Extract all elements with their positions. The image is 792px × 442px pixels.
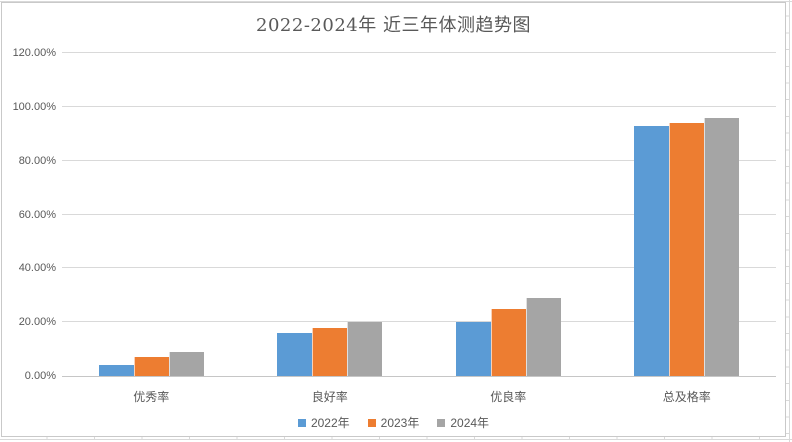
legend-marker-2023年	[367, 418, 376, 427]
legend[interactable]: 2022年 2023年 2024年	[2, 414, 785, 431]
gridline	[62, 267, 776, 269]
gridline	[62, 52, 776, 53]
y-axis-tick-label: 80.00%	[18, 154, 56, 167]
legend-item-2024年[interactable]: 2024年	[437, 414, 489, 431]
legend-marker-2024年	[437, 418, 446, 427]
y-axis-tick-label: 0.00%	[24, 370, 56, 382]
y-axis-tick-label: 120.00%	[12, 47, 56, 59]
sheet-gridline-right	[789, 0, 790, 442]
gridline	[62, 213, 776, 215]
y-axis-tick-label: 60.00%	[18, 208, 56, 221]
bar-2022年-优秀率[interactable]	[98, 365, 134, 376]
bar-2023年-总及格率[interactable]	[669, 122, 705, 376]
bar-2023年-良好率[interactable]	[312, 327, 348, 376]
legend-item-2022年[interactable]: 2022年	[297, 414, 350, 431]
bar-2024年-总及格率[interactable]	[704, 117, 740, 376]
legend-item-2023年[interactable]: 2023年	[367, 414, 420, 431]
chart-area[interactable]: 2022-2024年 近三年体测趋势图 0.00% 20.00% 40.00% 60.…	[1, 2, 786, 437]
y-axis-tick-label: 20.00%	[18, 316, 56, 329]
x-axis-category-label: 总及格率	[662, 390, 711, 404]
gridline	[62, 105, 776, 107]
sheet-gridline-right-ticks	[786, 0, 789, 442]
bar-2024年-优秀率[interactable]	[168, 351, 204, 376]
legend-label: 2022年	[310, 416, 350, 430]
gridline	[62, 321, 776, 323]
x-axis-category-label: 优秀率	[133, 390, 170, 404]
sheet-gridline-bottom	[0, 439, 792, 440]
bar-2024年-良好率[interactable]	[347, 322, 383, 376]
legend-marker-2022年	[297, 418, 306, 427]
legend-label: 2023年	[380, 416, 420, 430]
bar-2024年-优良率[interactable]	[525, 297, 561, 376]
y-axis-tick-label: 100.00%	[12, 100, 56, 113]
chart-title[interactable]: 2022-2024年 近三年体测趋势图	[256, 15, 531, 36]
bar-2022年-良好率[interactable]	[277, 332, 313, 376]
legend-label: 2024年	[450, 416, 490, 430]
bar-2023年-优秀率[interactable]	[133, 357, 169, 376]
bar-2022年-优良率[interactable]	[455, 322, 491, 376]
x-axis-category-label: 优良率	[490, 390, 527, 404]
x-axis-category-label: 良好率	[311, 390, 348, 404]
bar-2022年-总及格率[interactable]	[634, 125, 670, 376]
bar-2023年-优良率[interactable]	[490, 308, 526, 376]
plot-area[interactable]	[62, 52, 776, 377]
gridline	[62, 159, 776, 161]
sheet-gridline-bottom-ticks	[0, 436, 792, 439]
y-axis-tick-label: 40.00%	[18, 262, 56, 275]
